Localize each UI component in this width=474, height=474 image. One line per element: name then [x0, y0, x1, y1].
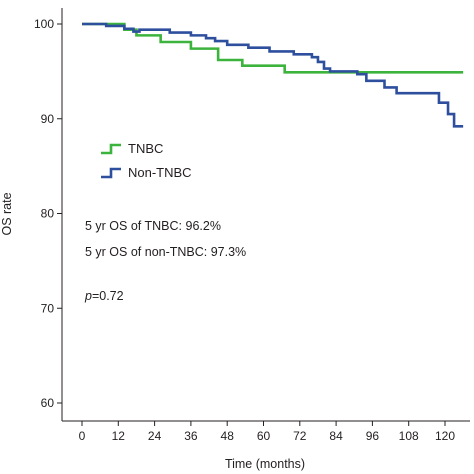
legend: TNBC Non-TNBC [101, 141, 192, 180]
annotation-non-tnbc-5yr-os: 5 yr OS of non-TNBC: 97.3% [85, 245, 246, 259]
x-tick-label: 120 [435, 429, 455, 443]
x-axis-title: Time (months) [225, 457, 305, 471]
y-tick-label: 60 [41, 396, 55, 410]
x-tick-label: 108 [399, 429, 419, 443]
annotation-tnbc-5yr-os: 5 yr OS of TNBC: 96.2% [85, 219, 221, 233]
x-tick-label: 72 [293, 429, 307, 443]
y-axis-ticks: 60 70 80 90 100 [34, 17, 62, 410]
x-tick-label: 0 [79, 429, 86, 443]
p-value: =0.72 [92, 289, 124, 303]
x-tick-label: 60 [257, 429, 271, 443]
p-symbol: p [84, 289, 92, 303]
y-tick-label: 70 [41, 301, 55, 315]
x-tick-label: 36 [184, 429, 198, 443]
x-tick-label: 84 [329, 429, 343, 443]
y-axis-title: OS rate [0, 192, 14, 235]
x-axis-ticks: 0 12 24 36 48 60 72 84 96 108 120 [79, 421, 455, 443]
annotations: 5 yr OS of TNBC: 96.2% 5 yr OS of non-TN… [84, 219, 246, 303]
legend-item-non-tnbc: Non-TNBC [101, 165, 192, 180]
x-tick-label: 96 [366, 429, 380, 443]
y-tick-label: 90 [41, 112, 55, 126]
plot-area: 0 12 24 36 48 60 72 84 96 108 120 60 70 80 90 100 [34, 8, 470, 443]
y-tick-label: 100 [34, 17, 54, 31]
x-tick-label: 24 [148, 429, 162, 443]
series-layer [82, 22, 464, 128]
legend-item-tnbc: TNBC [101, 141, 163, 156]
series-line-non-tnbc [82, 22, 464, 128]
y-tick-label: 80 [41, 207, 55, 221]
legend-swatch-non-tnbc [101, 167, 121, 179]
x-tick-label: 12 [112, 429, 126, 443]
x-tick-label: 48 [221, 429, 235, 443]
legend-label-tnbc: TNBC [128, 141, 163, 156]
p-value-annotation: p=0.72 [84, 289, 124, 303]
legend-swatch-tnbc [101, 143, 121, 155]
legend-label-non-tnbc: Non-TNBC [128, 165, 192, 180]
